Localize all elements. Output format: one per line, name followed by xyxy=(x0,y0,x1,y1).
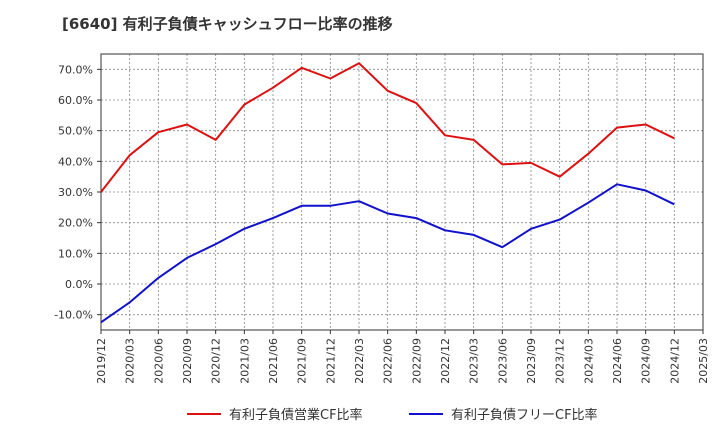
x-tick-label: 2020/09 xyxy=(181,338,194,384)
chart-title: [6640] 有利子負債キャッシュフロー比率の推移 xyxy=(62,15,393,33)
x-tick-label: 2025/03 xyxy=(697,338,710,384)
x-tick-label: 2020/12 xyxy=(210,338,223,384)
x-tick-label: 2024/12 xyxy=(668,338,681,384)
y-tick-label: 50.0% xyxy=(58,125,93,138)
x-axis: 2019/12 2020/03 2020/06 2020/09 2020/12 2021/… xyxy=(95,330,710,384)
x-tick-label: 2024/09 xyxy=(640,338,653,384)
series-lines xyxy=(100,62,675,324)
x-tick-label: 2022/06 xyxy=(382,338,395,384)
x-tick-label: 2020/06 xyxy=(152,338,165,384)
x-tick-label: 2024/06 xyxy=(611,338,624,384)
grid xyxy=(101,54,703,330)
x-tick-label: 2023/06 xyxy=(496,338,509,384)
x-tick-label: 2023/09 xyxy=(525,338,538,384)
x-tick-label: 2021/09 xyxy=(296,338,309,384)
x-tick-label: 2020/03 xyxy=(124,338,137,384)
legend: 有利子負債営業CF比率 有利子負債フリーCF比率 xyxy=(187,407,598,423)
series-line-2 xyxy=(100,183,675,324)
y-tick-label: 30.0% xyxy=(58,186,93,199)
y-axis: -10.0% 0.0% 10.0% 20.0% 30.0% 40.0% 50.0% 60.0%… xyxy=(54,63,101,322)
y-tick-label: 0.0% xyxy=(65,278,93,291)
x-tick-label: 2021/12 xyxy=(324,338,337,384)
y-tick-label: 60.0% xyxy=(58,94,93,107)
legend-label-1: 有利子負債営業CF比率 xyxy=(229,407,363,423)
y-tick-label: 40.0% xyxy=(58,155,93,168)
x-tick-label: 2024/03 xyxy=(582,338,595,384)
x-tick-label: 2022/12 xyxy=(439,338,452,384)
x-tick-label: 2021/06 xyxy=(267,338,280,384)
y-tick-label: -10.0% xyxy=(54,309,93,322)
x-tick-label: 2022/03 xyxy=(353,338,366,384)
series-line-1 xyxy=(100,62,675,193)
y-tick-label: 20.0% xyxy=(58,217,93,230)
x-tick-label: 2023/03 xyxy=(468,338,481,384)
y-tick-label: 70.0% xyxy=(58,63,93,76)
y-tick-label: 10.0% xyxy=(58,247,93,260)
x-tick-label: 2022/09 xyxy=(410,338,423,384)
x-tick-label: 2019/12 xyxy=(95,338,108,384)
x-tick-label: 2021/03 xyxy=(238,338,251,384)
x-tick-label: 2023/12 xyxy=(554,338,567,384)
legend-label-2: 有利子負債フリーCF比率 xyxy=(451,407,598,423)
